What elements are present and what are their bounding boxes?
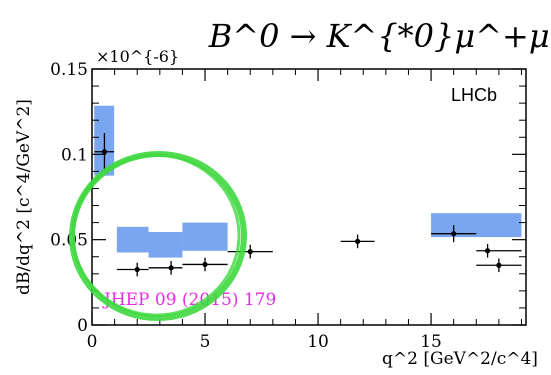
- chart-title: B^0 → K^{*0}μ^+μ^-: [208, 17, 551, 55]
- y-tick-label: 0.15: [50, 60, 88, 80]
- point-marker: [101, 149, 108, 155]
- prediction-box: [148, 231, 183, 258]
- point-marker: [354, 238, 361, 244]
- prediction-box: [116, 226, 149, 253]
- prediction-box: [182, 222, 228, 251]
- point-marker: [247, 249, 253, 255]
- y-multiplier: ×10^{-6}: [96, 47, 179, 66]
- point-marker: [134, 266, 140, 273]
- x-axis-label: q^2 [GeV^2/c^4]: [382, 349, 538, 369]
- x-axis-ticks: 0 5 10 15: [87, 69, 522, 352]
- point-marker: [168, 265, 174, 271]
- experiment-label: LHCb: [451, 85, 497, 105]
- point-marker: [451, 231, 457, 237]
- point-marker: [496, 262, 502, 268]
- data-point: [476, 243, 522, 258]
- data-point: [116, 262, 149, 277]
- data-point: [227, 244, 273, 259]
- prediction-boxes: [94, 105, 522, 258]
- data-point: [148, 261, 183, 275]
- point-marker: [202, 261, 208, 268]
- x-tick-label: 15: [420, 332, 442, 352]
- x-tick-label: 0: [87, 332, 98, 352]
- data-point: [476, 258, 522, 273]
- data-point: [340, 234, 375, 249]
- plot-frame: [91, 68, 527, 326]
- x-tick-label: 10: [307, 332, 329, 352]
- x-tick-label: 5: [200, 332, 211, 352]
- y-tick-label: 0.1: [61, 145, 88, 165]
- y-tick-label: 0.05: [50, 231, 88, 251]
- y-tick-label: 0: [77, 316, 88, 336]
- data-point: [94, 133, 115, 171]
- data-point: [182, 257, 228, 272]
- data-point: [431, 225, 477, 243]
- point-marker: [484, 248, 491, 254]
- data-points: [94, 133, 522, 277]
- journal-reference: JHEP 09 (2015) 179: [102, 290, 276, 310]
- highlight-circle: [69, 150, 247, 322]
- y-axis-ticks: 0 0.05 0.1 0.15: [50, 60, 526, 336]
- y-axis-label: dB/dq^2 [c^4/GeV^2]: [14, 99, 34, 295]
